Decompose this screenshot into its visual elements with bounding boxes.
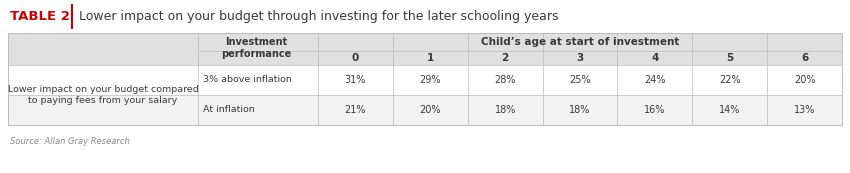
Text: 18%: 18% [570, 105, 591, 115]
Text: 16%: 16% [644, 105, 666, 115]
Text: 3: 3 [576, 53, 584, 63]
Text: 31%: 31% [345, 75, 366, 85]
Text: TABLE 2: TABLE 2 [10, 10, 70, 23]
Bar [8, 33, 842, 65]
Text: Lower impact on your budget compared
to paying fees from your salary: Lower impact on your budget compared to … [8, 85, 198, 105]
Text: Investment
performance: Investment performance [221, 37, 291, 59]
Text: 21%: 21% [345, 105, 366, 115]
Text: 5: 5 [726, 53, 734, 63]
Text: 28%: 28% [495, 75, 516, 85]
Text: 13%: 13% [794, 105, 815, 115]
Text: 29%: 29% [420, 75, 441, 85]
Text: 20%: 20% [420, 105, 441, 115]
Text: At inflation: At inflation [203, 106, 255, 115]
Text: Child’s age at start of investment: Child’s age at start of investment [481, 37, 679, 47]
Text: 6: 6 [801, 53, 808, 63]
Text: 22%: 22% [719, 75, 740, 85]
Text: 2: 2 [502, 53, 509, 63]
Text: 0: 0 [352, 53, 359, 63]
Text: 18%: 18% [495, 105, 516, 115]
Bar [8, 33, 842, 125]
Text: 1: 1 [427, 53, 434, 63]
Text: Lower impact on your budget through investing for the later schooling years: Lower impact on your budget through inve… [79, 10, 558, 23]
Text: 20%: 20% [794, 75, 815, 85]
Bar [8, 95, 842, 125]
Bar [8, 65, 842, 95]
Text: 4: 4 [651, 53, 659, 63]
Text: 14%: 14% [719, 105, 740, 115]
Text: 25%: 25% [570, 75, 591, 85]
Bar [0, 0, 850, 33]
Bar [8, 33, 842, 125]
Text: Source: Allan Gray Research: Source: Allan Gray Research [10, 138, 130, 147]
Text: 24%: 24% [644, 75, 666, 85]
Text: 3% above inflation: 3% above inflation [203, 75, 292, 84]
